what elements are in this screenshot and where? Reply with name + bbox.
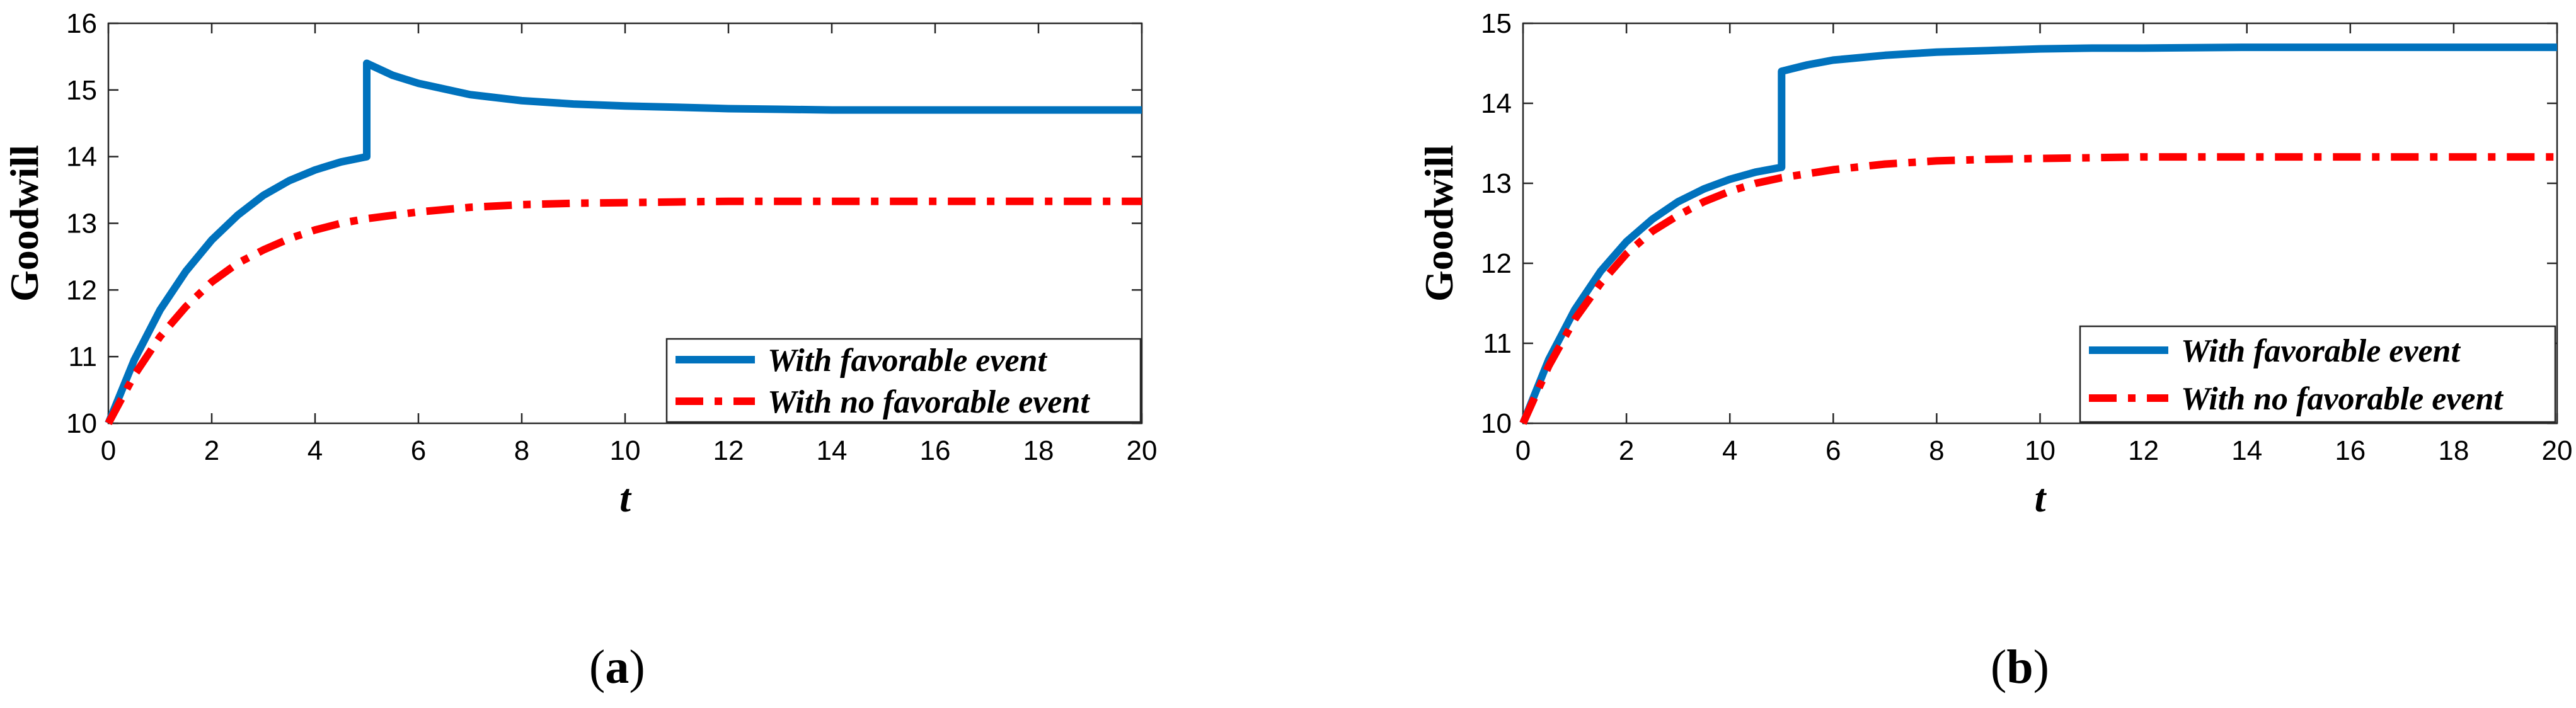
chart-b-x-tick-label: 0 <box>1515 435 1531 466</box>
chart-b-x-tick-label: 12 <box>2128 435 2159 466</box>
chart-b-x-tick-label: 16 <box>2335 435 2366 466</box>
chart-a-y-tick-label: 13 <box>66 208 97 239</box>
chart-b-y-axis-label: Goodwill <box>1417 145 1461 302</box>
chart-b-svg: 0 2 4 6 8 10 12 14 16 18 20 10 11 12 13 14 15 t Goodwill Wi… <box>1417 8 2573 520</box>
chart-b-x-tick-label: 6 <box>1826 435 1841 466</box>
chart-panel-b: 0 2 4 6 8 10 12 14 16 18 20 10 11 12 13 14 15 t Goodwill Wi… <box>1288 0 2576 708</box>
chart-a-x-tick-label: 10 <box>610 435 641 466</box>
chart-b-x-tick-label: 2 <box>1619 435 1634 466</box>
chart-a-x-tick-label: 12 <box>713 435 744 466</box>
chart-a-y-axis-label: Goodwill <box>2 145 47 302</box>
chart-b-series-no-favorable-event-line <box>1519 153 2557 425</box>
chart-a-x-tick-label: 8 <box>514 435 529 466</box>
chart-panel-a: 0 2 4 6 8 10 12 14 16 18 20 10 11 12 13 14 15 16 t Goodwill… <box>2 8 1158 694</box>
chart-a-y-tick-label: 11 <box>68 341 97 372</box>
chart-a-series-favorable-event-line <box>105 59 1142 425</box>
chart-a-x-tick-label: 14 <box>817 435 848 466</box>
chart-b-y-tick-label: 14 <box>1481 88 1512 119</box>
chart-b-x-tick-label: 18 <box>2438 435 2469 466</box>
chart-b-y-tick-label: 15 <box>1481 8 1512 39</box>
chart-a-x-tick-label: 16 <box>920 435 951 466</box>
chart-a-x-tick-label: 4 <box>308 435 323 466</box>
chart-b-y-tick-label: 12 <box>1481 248 1512 279</box>
chart-a-y-tick-label: 10 <box>66 408 97 439</box>
chart-b-x-tick-label: 4 <box>1722 435 1737 466</box>
chart-b-series-favorable-event-line <box>1519 43 2557 425</box>
chart-b-x-tick-label: 20 <box>2542 435 2573 466</box>
caption-a: (a) <box>589 641 645 694</box>
caption-b: (b) <box>1991 641 2049 694</box>
chart-a-legend-box <box>665 338 1142 423</box>
chart-b-x-tick-label: 8 <box>1929 435 1944 466</box>
chart-a-legend-label: With favorable event <box>768 343 1047 379</box>
chart-b-legend-label: With favorable event <box>2181 333 2461 369</box>
chart-b-x-tick-label: 14 <box>2231 435 2262 466</box>
chart-a-series-no-favorable-event-line <box>105 197 1142 425</box>
chart-b-y-tick-label: 11 <box>1483 328 1512 359</box>
chart-a-x-tick-label: 20 <box>1127 435 1158 466</box>
chart-a-y-tick-label: 16 <box>66 8 97 39</box>
chart-b-legend-box <box>2079 325 2556 423</box>
chart-a-x-tick-label: 0 <box>101 435 116 466</box>
chart-b-legend-label: With no favorable event <box>2181 381 2504 417</box>
chart-a-x-tick-label: 6 <box>411 435 426 466</box>
chart-a-y-tick-label: 15 <box>66 75 97 106</box>
chart-a-y-tick-label: 12 <box>66 275 97 305</box>
chart-b-y-tick-label: 10 <box>1481 408 1512 439</box>
chart-a-x-tick-label: 18 <box>1023 435 1054 466</box>
chart-b-x-axis-label: t <box>2035 476 2047 520</box>
chart-b-y-tick-label: 13 <box>1481 168 1512 199</box>
chart-a-y-tick-label: 14 <box>66 142 97 173</box>
chart-a-legend-label: With no favorable event <box>768 384 1090 420</box>
chart-a-x-axis-label: t <box>619 476 632 520</box>
chart-b-x-tick-label: 10 <box>2025 435 2056 466</box>
chart-a-x-tick-label: 2 <box>204 435 219 466</box>
chart-a-svg: 0 2 4 6 8 10 12 14 16 18 20 10 11 12 13 14 15 16 t Goodwill… <box>2 8 1158 520</box>
